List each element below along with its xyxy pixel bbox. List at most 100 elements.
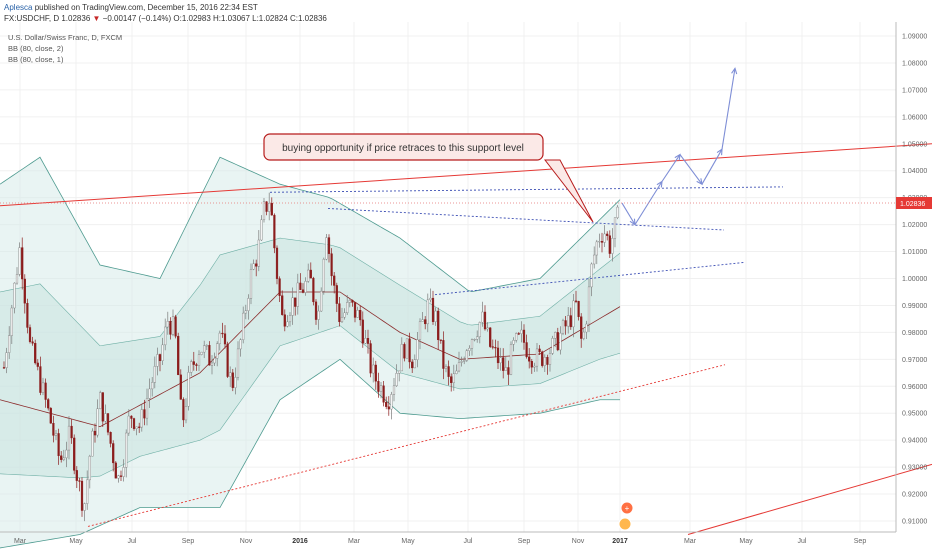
- candle-body: [86, 479, 89, 504]
- projection-arrow-segment[interactable]: [721, 68, 736, 150]
- candle-body: [288, 315, 292, 323]
- candle-body: [541, 351, 544, 366]
- arrow-head-icon: [731, 67, 738, 75]
- candle-body: [366, 338, 370, 344]
- candle-body: [546, 357, 549, 365]
- candle-body: [117, 475, 120, 479]
- candle-body: [494, 347, 497, 349]
- candle-body: [359, 310, 362, 321]
- candle-body: [10, 307, 13, 336]
- candle-body: [177, 335, 180, 376]
- symbol[interactable]: FX:USDCHF, D: [4, 14, 60, 23]
- x-tick-label: Nov: [240, 538, 253, 545]
- legend-bb2[interactable]: BB (80, close, 2): [8, 44, 64, 53]
- candle-body: [460, 361, 463, 363]
- candle-body: [184, 406, 188, 421]
- candle-body: [31, 341, 34, 344]
- candle-body: [348, 299, 351, 303]
- candle-body: [395, 373, 398, 387]
- candle-body: [611, 238, 614, 254]
- candle-body: [377, 381, 380, 392]
- candle-body: [268, 202, 271, 212]
- candle-body: [369, 343, 372, 374]
- candle-body: [70, 425, 73, 439]
- candle-body: [312, 277, 315, 303]
- event-markers[interactable]: +: [618, 501, 634, 531]
- candle-body: [424, 319, 427, 325]
- trendline[interactable]: [269, 186, 784, 193]
- candle-body: [49, 407, 52, 424]
- candle-body: [83, 503, 86, 511]
- candle-body: [304, 281, 307, 293]
- candle-body: [28, 327, 32, 342]
- time-axis[interactable]: Mar May Jul Sep Nov 2016 Mar May Jul Sep Nov 2017 Ma…: [14, 538, 866, 545]
- projection-arrow-segment[interactable]: [621, 202, 636, 225]
- trendline[interactable]: [87, 364, 726, 527]
- projection-arrow-segment[interactable]: [679, 154, 703, 185]
- candle-body: [496, 347, 500, 364]
- candle-body: [387, 406, 390, 410]
- candle-body: [88, 455, 91, 481]
- candle-body: [437, 310, 440, 341]
- legend-title[interactable]: U.S. Dollar/Swiss Franc, D, FXCM: [8, 33, 123, 42]
- trendline[interactable]: [687, 463, 932, 535]
- candle-body: [483, 311, 487, 330]
- x-tick-label: May: [69, 538, 83, 545]
- x-tick-label: Jul: [464, 538, 473, 545]
- candle-body: [39, 366, 42, 393]
- candle-body: [468, 348, 471, 351]
- bb-lower-inner-band: [0, 325, 621, 479]
- author-link[interactable]: Aplesca: [4, 3, 33, 12]
- candle-body: [122, 467, 125, 477]
- candle-body: [286, 321, 289, 327]
- bb-middle-band: [0, 291, 621, 428]
- candle-body: [47, 399, 50, 409]
- candle-body: [190, 361, 193, 373]
- candle-body: [502, 357, 505, 371]
- candle-body: [457, 362, 461, 372]
- legend-bb1[interactable]: BB (80, close, 1): [8, 55, 64, 64]
- candle-body: [244, 310, 247, 314]
- projection-arrow-segment[interactable]: [701, 148, 723, 185]
- candle-body: [408, 338, 411, 363]
- candle-body: [34, 342, 37, 364]
- x-tick-label: Mar: [14, 538, 27, 545]
- candle-body: [515, 333, 518, 341]
- x-tick-label: Mar: [684, 538, 697, 545]
- candle-body: [151, 382, 154, 390]
- candle-body: [574, 300, 578, 302]
- candle-body: [478, 322, 481, 338]
- candle-body: [135, 426, 138, 429]
- trendlines[interactable]: [0, 143, 932, 535]
- candle-body: [476, 336, 479, 340]
- publish-line: Aplesca published on TradingView.com, De…: [4, 3, 258, 12]
- candles: [2, 192, 619, 522]
- candle-body: [203, 345, 206, 353]
- candle-body: [473, 339, 476, 341]
- candle-body: [530, 361, 533, 368]
- x-tick-label: May: [739, 538, 753, 545]
- candle-body: [255, 263, 258, 267]
- candle-body: [470, 339, 474, 349]
- candle-body: [429, 297, 432, 301]
- candle-body: [236, 348, 240, 378]
- candle-body: [44, 382, 47, 400]
- quote-line: FX:USDCHF, D 1.02836 ▼ −0.00147 (−0.14%)…: [4, 14, 327, 23]
- price-axis[interactable]: 1.09000 1.08000 1.07000 1.06000 1.05000 1.040…: [902, 34, 927, 526]
- candle-body: [99, 392, 102, 409]
- candle-body: [317, 310, 320, 320]
- trendline[interactable]: [0, 143, 932, 207]
- candle-body: [242, 312, 245, 340]
- annotation-callout[interactable]: buying opportunity if price retraces to …: [263, 133, 594, 223]
- projection-arrow-segment[interactable]: [661, 154, 681, 182]
- candle-body: [491, 346, 494, 348]
- candle-body: [439, 339, 442, 341]
- x-tick-label: Sep: [182, 538, 195, 545]
- y-tick-label: 1.00000: [902, 276, 927, 283]
- y-tick-label: 0.93000: [902, 465, 927, 472]
- projection-arrows[interactable]: [621, 67, 738, 226]
- candle-body: [452, 373, 455, 383]
- y-tick-label: 0.94000: [902, 438, 927, 445]
- candle-body: [564, 320, 567, 327]
